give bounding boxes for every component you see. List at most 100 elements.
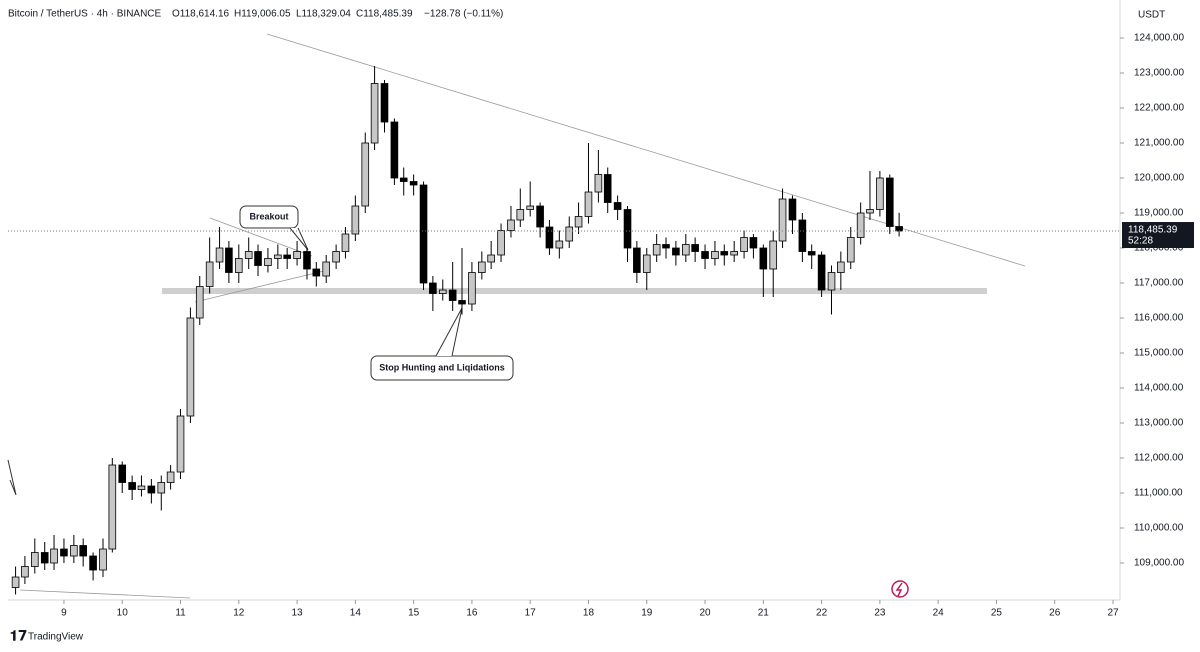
candle-body [351, 205, 360, 235]
candle-body [876, 177, 884, 210]
y-tick-label: 114,000.00 [1134, 383, 1184, 394]
event-icon[interactable] [891, 580, 909, 598]
candle-body [234, 258, 243, 273]
candle-body [274, 254, 282, 259]
candle-body [50, 548, 58, 564]
x-tick-label: 15 [408, 608, 420, 619]
candle-body [730, 251, 738, 256]
candle-body [759, 247, 768, 270]
candle-body [419, 184, 428, 284]
candle-body [458, 300, 466, 305]
x-tick-label: 25 [991, 608, 1003, 619]
wedge-top [209, 217, 313, 257]
y-tick-label: 123,000.00 [1134, 68, 1184, 79]
candle-body [147, 485, 156, 494]
y-tick-label: 109,000.00 [1134, 558, 1184, 569]
candle-body [186, 317, 195, 417]
x-tick-label: 18 [583, 608, 595, 619]
x-tick-label: 20 [699, 608, 711, 619]
candle-body [778, 198, 787, 242]
candle-body [885, 177, 894, 227]
candle-body [176, 415, 185, 473]
y-tick-label: 110,000.00 [1134, 523, 1184, 534]
candle-body [195, 286, 204, 319]
candle-body [584, 191, 593, 217]
candle-body [788, 198, 797, 221]
candle-body [361, 142, 370, 207]
candle-body [468, 272, 476, 305]
candle-body [837, 261, 845, 273]
x-tick-label: 17 [525, 608, 537, 619]
arrow-left [7, 459, 17, 496]
candle-body [545, 226, 554, 249]
candle-body [293, 251, 301, 259]
y-tick-label: 115,000.00 [1134, 348, 1184, 359]
ohlc-change: −128.78 (−0.11%) [424, 9, 503, 20]
candle-body [399, 177, 408, 182]
candle-body [283, 254, 291, 259]
candle-body [817, 254, 826, 291]
candle-body [565, 226, 574, 242]
callout [239, 205, 299, 229]
y-tick-label: 119,000.00 [1134, 208, 1184, 219]
candle-body [79, 545, 87, 557]
candle-body [846, 237, 855, 263]
candle-body [555, 240, 564, 249]
candle-body [312, 268, 321, 277]
candle-body [507, 219, 515, 231]
wedge-bottom [194, 269, 329, 303]
candle-body [516, 209, 525, 221]
annotation: Stop Hunting and Liqidations [379, 362, 504, 372]
candle-body [701, 251, 709, 259]
candle-body [642, 254, 651, 273]
candle-body [341, 233, 350, 252]
x-tick-label: 19 [641, 608, 653, 619]
event-icon-bolt [895, 582, 903, 597]
candle-body [322, 261, 331, 277]
x-tick-label: 11 [175, 608, 186, 619]
candle-body [89, 555, 97, 571]
y-tick-label: 124,000.00 [1134, 33, 1184, 44]
currency: USDT [1138, 10, 1165, 21]
y-tick-label: 121,000.00 [1134, 138, 1184, 149]
candle-body [691, 244, 699, 252]
candle-body [672, 247, 680, 256]
candle-body [303, 251, 311, 270]
x-tick-label: 14 [350, 608, 362, 619]
y-tick-label: 118,000.00 [1134, 243, 1184, 254]
candle-body [711, 251, 719, 259]
y-tick-label: 113,000.00 [1134, 418, 1184, 429]
candle-body [448, 289, 457, 301]
candle-body [370, 83, 379, 144]
candle-body [895, 226, 903, 232]
candle-body [682, 244, 690, 256]
candle-body [740, 237, 748, 252]
x-tick-label: 27 [1107, 608, 1119, 619]
candle-body [205, 261, 214, 287]
candle-body [157, 482, 166, 494]
ohlc-close: C118,485.39 [356, 9, 413, 20]
y-tick-label: 120,000.00 [1134, 173, 1184, 184]
candle-body [332, 251, 340, 263]
candle-body [856, 212, 865, 238]
x-tick-label: 12 [233, 608, 245, 619]
candle-body [536, 205, 544, 228]
x-tick-label: 21 [758, 608, 770, 619]
x-tick-label: 9 [61, 608, 67, 619]
candle-body [244, 251, 253, 259]
candle-body [21, 566, 29, 578]
candle-body [652, 244, 661, 256]
candle-body [526, 205, 534, 210]
candle-body [380, 83, 389, 123]
ohlc-high: H119,006.05 [234, 9, 291, 20]
x-tick-label: 24 [933, 608, 945, 619]
annotation: Breakout [249, 211, 288, 221]
candle-body [662, 244, 670, 249]
candle-body [60, 548, 68, 557]
candle-body [613, 202, 622, 210]
candle-body [11, 576, 20, 588]
candle-body [264, 258, 272, 266]
price-label: 118,485.39 [1128, 225, 1178, 236]
candle-body [254, 251, 262, 266]
